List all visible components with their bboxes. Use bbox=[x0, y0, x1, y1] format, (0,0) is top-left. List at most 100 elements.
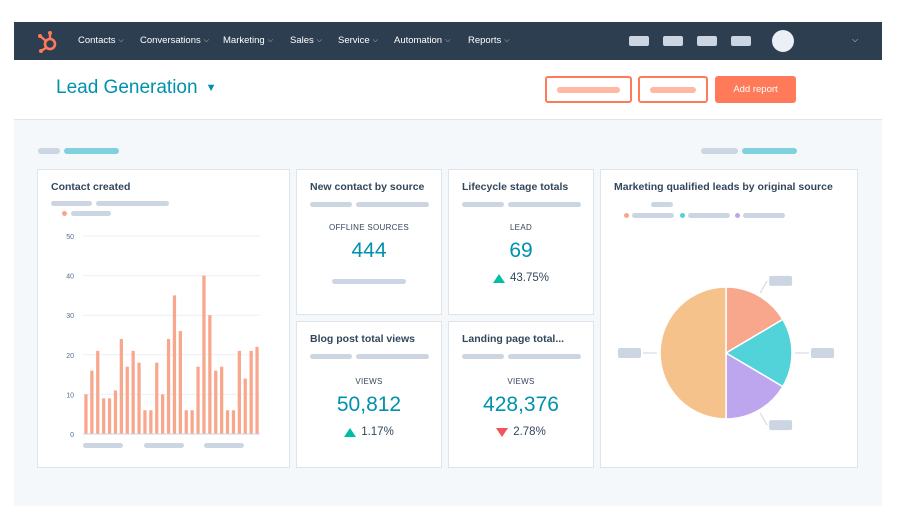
change-percent: 1.17% bbox=[361, 426, 394, 438]
placeholder-bar bbox=[651, 202, 673, 207]
bar[interactable] bbox=[220, 366, 224, 434]
placeholder-bar bbox=[71, 211, 111, 216]
trend-down-icon bbox=[496, 427, 509, 437]
nav-item-reports[interactable]: Reports ⌵ bbox=[468, 35, 510, 46]
bar[interactable] bbox=[102, 398, 106, 434]
placeholder-bar bbox=[96, 201, 169, 206]
placeholder-bar bbox=[508, 202, 581, 207]
bar[interactable] bbox=[231, 410, 236, 434]
bar[interactable] bbox=[196, 366, 200, 434]
legend-dot bbox=[735, 213, 740, 218]
bar[interactable] bbox=[149, 410, 153, 434]
nav-item-label: Marketing bbox=[223, 35, 265, 46]
secondary-action-button[interactable] bbox=[545, 76, 632, 103]
pie-slice[interactable] bbox=[724, 318, 793, 388]
pie-slice[interactable] bbox=[659, 286, 727, 420]
bar[interactable] bbox=[190, 410, 194, 434]
bar[interactable] bbox=[137, 362, 141, 434]
pie-slice[interactable] bbox=[725, 351, 784, 420]
hubspot-sprocket-icon[interactable] bbox=[36, 30, 60, 54]
top-nav: Contacts ⌵ Conversations ⌵ Marketing ⌵ Sale… bbox=[14, 22, 882, 60]
slice-label-placeholder bbox=[618, 348, 641, 358]
trend-up-icon bbox=[344, 427, 357, 437]
bar[interactable] bbox=[202, 275, 206, 434]
nav-item-service[interactable]: Service ⌵ bbox=[338, 35, 378, 46]
bar[interactable] bbox=[255, 346, 259, 434]
add-report-button[interactable]: Add report bbox=[715, 76, 796, 103]
y-tick-label: 30 bbox=[66, 313, 74, 320]
legend-dot bbox=[62, 211, 67, 216]
dashboard-selector[interactable]: Lead Generation ▼ bbox=[56, 77, 216, 99]
bar[interactable] bbox=[107, 398, 112, 434]
bar[interactable] bbox=[249, 350, 253, 434]
nav-item-contacts[interactable]: Contacts ⌵ bbox=[78, 35, 124, 46]
card-new-contact-by-source[interactable]: New contact by source OFFLINE SOURCES 44… bbox=[296, 169, 442, 315]
mql-pie-chart bbox=[618, 275, 834, 431]
chevron-down-icon: ⌵ bbox=[118, 36, 124, 44]
bar[interactable] bbox=[166, 338, 171, 434]
placeholder-bar bbox=[332, 279, 406, 284]
nav-item-conversations[interactable]: Conversations ⌵ bbox=[140, 35, 209, 46]
y-tick-label: 10 bbox=[66, 392, 74, 399]
filter-placeholder[interactable] bbox=[742, 148, 797, 154]
nav-item-automation[interactable]: Automation ⌵ bbox=[394, 35, 450, 46]
bar[interactable] bbox=[214, 370, 218, 434]
nav-utility-button[interactable] bbox=[663, 36, 683, 46]
caret-down-icon: ▼ bbox=[205, 82, 217, 94]
bar[interactable] bbox=[143, 410, 147, 434]
bar[interactable] bbox=[178, 331, 182, 434]
bar[interactable] bbox=[172, 295, 177, 434]
bar[interactable] bbox=[184, 410, 188, 434]
metric-value: 428,376 bbox=[483, 393, 559, 416]
bar[interactable] bbox=[131, 350, 135, 434]
card-blog-post-total-views[interactable]: Blog post total views VIEWS 50,812 1.17% bbox=[296, 321, 442, 468]
metric-label: LEAD bbox=[509, 223, 533, 232]
secondary-action-button[interactable] bbox=[638, 76, 708, 103]
card-title: New contact by source bbox=[310, 181, 425, 193]
metric-value: 69 bbox=[509, 239, 533, 262]
placeholder-bar bbox=[83, 443, 123, 448]
placeholder-bar bbox=[508, 354, 581, 359]
nav-utility-button[interactable] bbox=[731, 36, 751, 46]
pie-slice[interactable] bbox=[725, 286, 784, 355]
bar[interactable] bbox=[84, 394, 88, 434]
bar[interactable] bbox=[161, 394, 165, 434]
bar[interactable] bbox=[237, 350, 241, 434]
card-contact-created[interactable]: Contact created 0 10 20 30 40 50 bbox=[37, 169, 290, 468]
card-landing-page-total[interactable]: Landing page total... VIEWS 428,376 2.78… bbox=[448, 321, 594, 468]
metric-label: VIEWS bbox=[355, 377, 383, 386]
bar[interactable] bbox=[208, 315, 212, 434]
y-tick-label: 50 bbox=[66, 234, 74, 241]
nav-item-label: Automation bbox=[394, 35, 443, 46]
metric-change: 2.78% bbox=[449, 426, 593, 438]
nav-utility-button[interactable] bbox=[629, 36, 649, 46]
nav-item-marketing[interactable]: Marketing ⌵ bbox=[223, 35, 273, 46]
bar[interactable] bbox=[119, 338, 123, 434]
card-title: Lifecycle stage totals bbox=[462, 181, 569, 193]
card-lifecycle-stage-totals[interactable]: Lifecycle stage totals LEAD 69 43.75% bbox=[448, 169, 594, 315]
metric-value: 50,812 bbox=[336, 393, 402, 416]
bar[interactable] bbox=[225, 410, 230, 434]
bar[interactable] bbox=[155, 362, 159, 434]
leader-line bbox=[759, 280, 768, 294]
placeholder-bar bbox=[144, 443, 184, 448]
bar[interactable] bbox=[96, 350, 100, 434]
y-tick-label: 40 bbox=[66, 274, 74, 281]
account-chevron-down-icon[interactable]: ⌵ bbox=[852, 35, 859, 44]
bar[interactable] bbox=[90, 370, 94, 434]
bar[interactable] bbox=[113, 390, 118, 434]
placeholder-bar bbox=[204, 443, 244, 448]
avatar[interactable] bbox=[772, 30, 794, 52]
contact-created-bar-chart: 0 10 20 30 40 50 bbox=[66, 234, 260, 439]
filter-placeholder[interactable] bbox=[64, 148, 119, 154]
change-percent: 2.78% bbox=[513, 426, 546, 438]
bar[interactable] bbox=[243, 378, 247, 434]
trend-up-icon bbox=[492, 273, 505, 283]
nav-utility-button[interactable] bbox=[697, 36, 717, 46]
card-mql-by-source[interactable]: Marketing qualified leads by original so… bbox=[600, 169, 858, 468]
nav-item-sales[interactable]: Sales ⌵ bbox=[290, 35, 322, 46]
bar[interactable] bbox=[125, 366, 129, 434]
placeholder-bar bbox=[688, 213, 730, 218]
dashboard-header: Lead Generation ▼ Add report bbox=[14, 60, 882, 120]
placeholder-bar bbox=[310, 202, 352, 207]
